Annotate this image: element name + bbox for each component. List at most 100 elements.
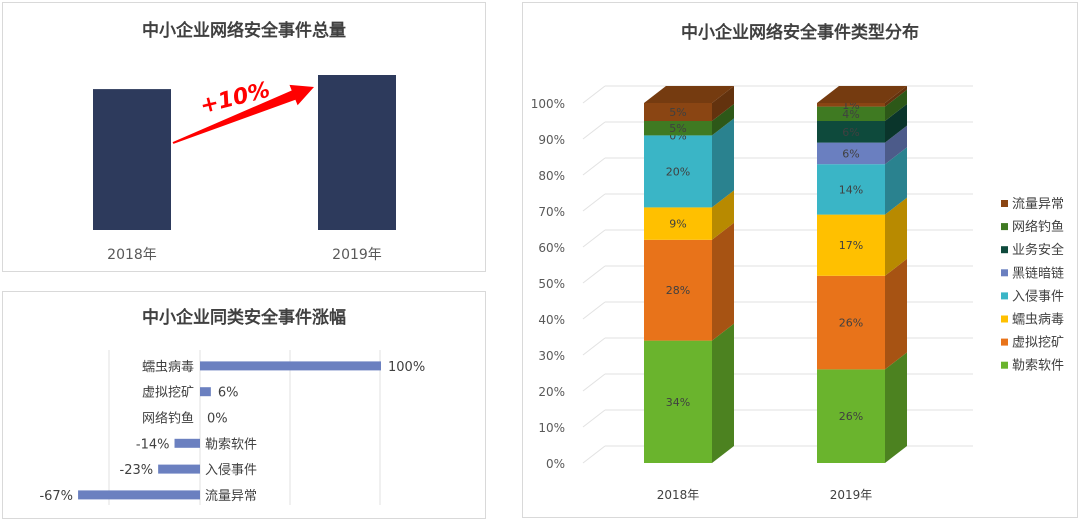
growth-bar <box>78 490 200 500</box>
dist-segment <box>644 121 712 136</box>
growth-category-label: 网络钓鱼 <box>142 411 194 427</box>
growth-chart: 蠕虫病毒 100% 虚拟挖矿 6% 网络钓鱼 0% 勒索软件 -14% 入侵事件 -23% 流量异常… <box>39 350 425 505</box>
dist-segment <box>817 121 885 143</box>
dist-segment <box>644 207 712 240</box>
legend-label: 入侵事件 <box>1012 288 1064 304</box>
dist-data-label: 34% <box>666 396 690 409</box>
growth-bar <box>200 361 381 371</box>
dist-y-tick: 20% <box>538 385 565 399</box>
total-bar-2 <box>318 75 396 230</box>
dist-gridline-diag <box>582 121 606 140</box>
dist-segment-side <box>885 258 907 370</box>
legend-swatch <box>1001 338 1008 346</box>
dist-gridline-diag <box>582 409 606 428</box>
distribution-chart-title: 中小企业网络安全事件类型分布 <box>681 23 919 43</box>
dist-data-label: 26% <box>839 317 863 330</box>
dist-gridline-diag <box>582 157 606 176</box>
dist-y-tick: 90% <box>538 133 565 147</box>
growth-category-label: 虚拟挖矿 <box>142 386 194 401</box>
dist-segment-side <box>712 190 734 240</box>
dist-category-label: 2019年 <box>830 488 873 502</box>
legend-swatch <box>1001 246 1008 254</box>
dist-segment <box>644 103 712 121</box>
dist-segment-side <box>885 197 907 276</box>
dist-gridline-diag <box>582 85 606 104</box>
total-chart-title: 中小企业网络安全事件总量 <box>142 21 346 41</box>
growth-value-label: -23% <box>120 463 154 478</box>
dist-data-label: 5% <box>669 106 686 119</box>
growth-bar <box>158 464 200 474</box>
dist-data-label: 20% <box>666 165 690 178</box>
dist-stack-2: 26%26%17%14%6%6%4%1% <box>817 86 907 463</box>
growth-category-label: 勒索软件 <box>205 437 257 452</box>
growth-value-label: 6% <box>218 386 239 401</box>
growth-panel: 中小企业同类安全事件涨幅 蠕虫病毒 100% 虚拟挖矿 6% 网络钓鱼 0% 勒索软件 -14… <box>2 291 486 519</box>
dist-top-cap <box>817 86 907 103</box>
legend-swatch <box>1001 269 1008 277</box>
dist-segment-side <box>712 86 734 121</box>
dist-segment <box>644 340 712 463</box>
arrow-shape <box>172 84 314 144</box>
dist-top-cap <box>644 86 734 103</box>
legend-label: 流量异常 <box>1012 197 1064 212</box>
dist-gridline-diag <box>582 445 606 464</box>
dist-category-label: 2018年 <box>657 488 700 502</box>
distribution-chart: 0% 10% 20% 30% 40% 50% 60% 70% 80% 90% 100% 34% 28% 9… <box>531 85 1064 502</box>
total-category-label: 2019年 <box>332 247 382 263</box>
dist-segment-side <box>712 104 734 136</box>
legend-label: 蠕虫病毒 <box>1012 313 1064 328</box>
dist-data-label: 28% <box>666 284 690 297</box>
growth-value-label: -14% <box>136 437 170 452</box>
dist-gridline-diag <box>582 337 606 356</box>
dist-data-label: 26% <box>839 410 863 423</box>
growth-chart-title: 中小企业同类安全事件涨幅 <box>142 308 346 328</box>
dist-segment <box>644 135 712 208</box>
growth-annotation: +10% <box>198 78 273 119</box>
dist-gridline-diag <box>582 265 606 284</box>
dist-segment <box>817 369 885 463</box>
dist-segment-side <box>712 323 734 463</box>
legend-label: 业务安全 <box>1012 242 1064 258</box>
dist-gridline-diag <box>582 373 606 392</box>
dist-y-tick: 40% <box>538 313 565 327</box>
dist-data-label: 17% <box>839 239 863 252</box>
growth-category-label: 流量异常 <box>205 489 257 504</box>
total-incidents-chart: 2018年 2019年 +10% <box>93 75 396 263</box>
dist-segment <box>817 214 885 276</box>
growth-category-label: 入侵事件 <box>205 462 257 478</box>
total-incidents-panel: 中小企业网络安全事件总量 2018年 2019年 +10% <box>2 2 486 272</box>
dist-data-label: 6% <box>842 126 859 139</box>
dist-segment-side <box>885 86 907 107</box>
dist-y-tick: 0% <box>546 457 565 471</box>
distribution-panel: 中小企业网络安全事件类型分布 0% 10% 20% 30% 40% 50% 60% 70% 80… <box>522 2 1078 518</box>
legend-label: 勒索软件 <box>1012 359 1064 374</box>
dist-data-label: 6% <box>842 147 859 160</box>
legend-swatch <box>1001 361 1008 369</box>
dist-segment-side <box>885 89 907 121</box>
dist-segment-side <box>885 147 907 215</box>
dist-segment <box>817 142 885 165</box>
dist-y-tick: 60% <box>538 241 565 255</box>
dist-segment-side <box>712 118 734 208</box>
dist-segment <box>817 164 885 215</box>
total-category-label: 2018年 <box>107 247 157 263</box>
legend-label: 网络钓鱼 <box>1012 219 1064 235</box>
dist-segment <box>817 106 885 121</box>
dist-data-label: 14% <box>839 183 863 196</box>
dist-data-label: 5% <box>669 122 686 135</box>
dist-y-tick: 30% <box>538 349 565 363</box>
growth-value-label: -67% <box>39 489 73 504</box>
legend-label: 虚拟挖矿 <box>1012 336 1064 351</box>
dist-segment-side <box>885 104 907 143</box>
dist-gridline-diag <box>582 229 606 248</box>
dist-segment-side <box>885 352 907 463</box>
growth-arrow <box>172 84 314 144</box>
growth-value-label: 0% <box>207 412 228 427</box>
dist-data-label: 4% <box>842 108 859 121</box>
legend-swatch <box>1001 292 1008 300</box>
growth-category-label: 蠕虫病毒 <box>142 360 194 375</box>
dist-segment <box>644 239 712 341</box>
legend-swatch <box>1001 200 1008 207</box>
growth-bar <box>200 387 211 397</box>
total-bar-1 <box>93 89 171 230</box>
